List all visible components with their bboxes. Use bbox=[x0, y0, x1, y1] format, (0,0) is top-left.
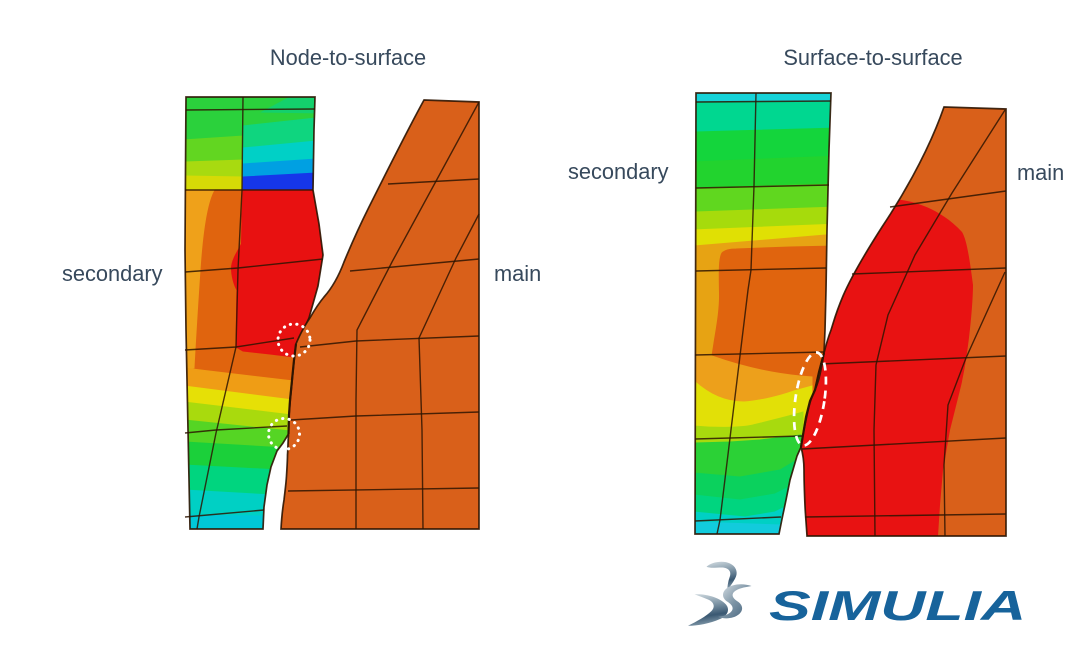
svg-text:Surface-to-surface: Surface-to-surface bbox=[783, 45, 962, 70]
svg-text:Node-to-surface: Node-to-surface bbox=[270, 45, 426, 70]
svg-text:main: main bbox=[494, 261, 541, 286]
svg-text:main: main bbox=[1017, 160, 1064, 185]
svg-text:secondary: secondary bbox=[62, 261, 163, 286]
svg-text:SIMULIA: SIMULIA bbox=[769, 583, 1026, 629]
svg-text:secondary: secondary bbox=[568, 159, 669, 184]
